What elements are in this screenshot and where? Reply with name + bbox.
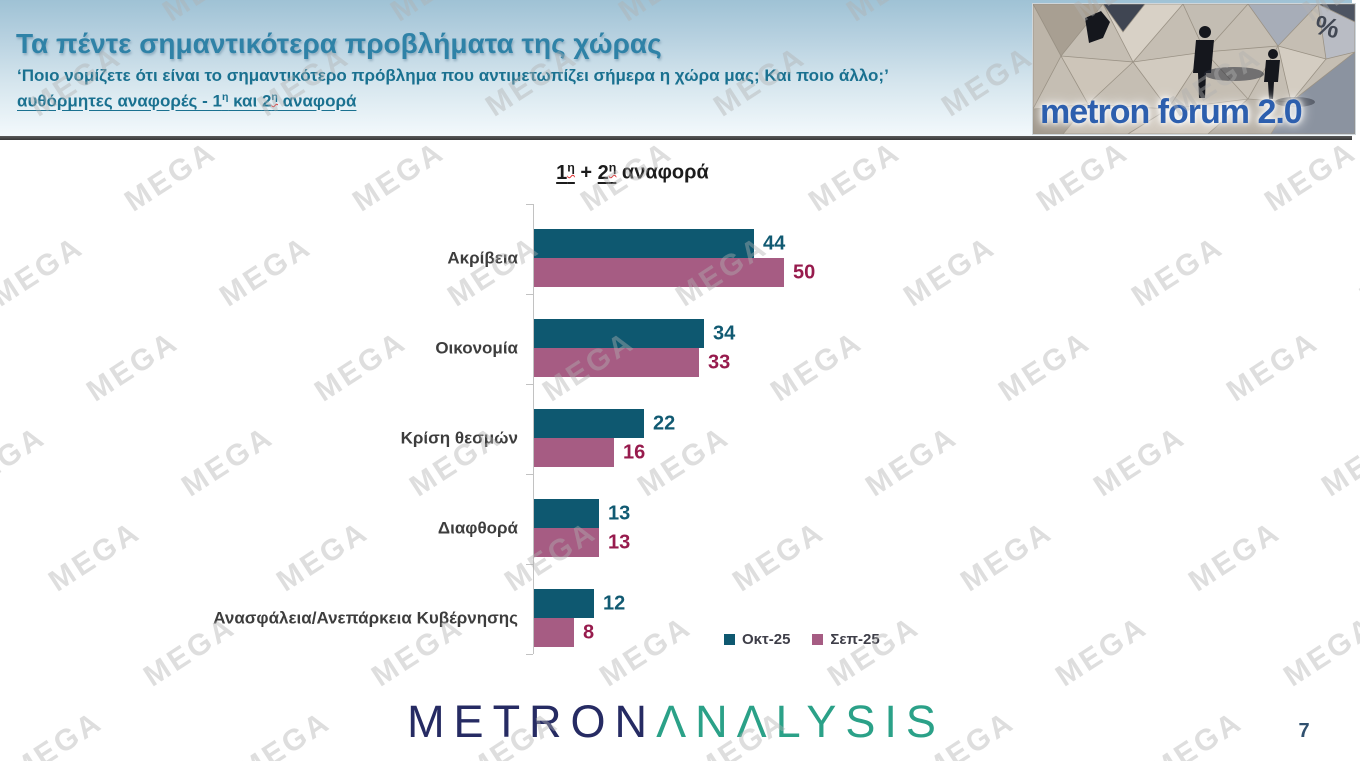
value-label: 13 bbox=[608, 531, 631, 553]
mosaic-graphic bbox=[1033, 4, 1355, 134]
watermark-text: MEGA bbox=[593, 609, 698, 694]
watermark-text: MEGA bbox=[118, 134, 223, 219]
axis-tick bbox=[526, 654, 533, 655]
bar bbox=[534, 528, 599, 557]
watermark-text: MEGA bbox=[1182, 514, 1287, 599]
superscript-spellcheck: η bbox=[608, 160, 617, 174]
legend-label: Οκτ-25 bbox=[742, 631, 791, 648]
watermark-text: MEGA bbox=[859, 419, 964, 504]
value-label: 33 bbox=[708, 351, 731, 373]
people-silhouettes bbox=[1085, 11, 1315, 107]
watermark-text: MEGA bbox=[213, 229, 318, 314]
header: Τα πέντε σημαντικότερα προβλήματα της χώ… bbox=[0, 0, 1356, 136]
watermark-text: MEGA bbox=[1030, 134, 1135, 219]
axis-tick bbox=[526, 204, 533, 205]
watermark-text: MEGA bbox=[1258, 134, 1360, 219]
watermark-text: MEGA bbox=[631, 419, 736, 504]
value-label: 12 bbox=[603, 592, 626, 614]
watermark-text: MEGA bbox=[1220, 324, 1325, 409]
superscript: η bbox=[221, 91, 229, 103]
watermark-text: MEGA bbox=[992, 324, 1097, 409]
forum-logo-text: metron forum 2.0 bbox=[1040, 93, 1303, 131]
bar bbox=[534, 618, 574, 647]
watermark-text: MEGA bbox=[1353, 229, 1360, 314]
watermark-text: MEGA bbox=[42, 514, 147, 599]
watermark-text: MEGA bbox=[1087, 419, 1192, 504]
watermark-text: MEGA bbox=[954, 514, 1059, 599]
category-label: Διαφθορά bbox=[437, 518, 518, 538]
bar bbox=[534, 229, 754, 258]
watermark-text: MEGA bbox=[764, 324, 869, 409]
value-label: 22 bbox=[653, 412, 676, 434]
watermark-text: MEGA bbox=[821, 609, 926, 694]
metron-forum-logo: % metron forum 2.0 bbox=[1032, 3, 1356, 135]
legend-swatch bbox=[812, 634, 824, 645]
bar bbox=[534, 589, 594, 618]
watermark-text: MEGA bbox=[0, 419, 52, 504]
watermark-text: MEGA bbox=[80, 324, 185, 409]
legend-item: Οκτ-25 bbox=[724, 631, 790, 648]
watermark-text: MEGA bbox=[1049, 609, 1154, 694]
superscript-spellcheck: η bbox=[567, 160, 575, 174]
value-label: 13 bbox=[608, 502, 631, 524]
legend-item: Σεπ-25 bbox=[812, 631, 880, 648]
category-label: Ακρίβεια bbox=[447, 248, 518, 268]
header-note: αυθόρμητες αναφορές - 1η και 2η αναφορά bbox=[17, 91, 357, 111]
bar bbox=[534, 499, 599, 528]
watermark-text: MEGA bbox=[726, 514, 831, 599]
bar bbox=[534, 258, 784, 287]
axis-tick bbox=[526, 294, 533, 295]
category-label: Ανασφάλεια/Ανεπάρκεια Κυβέρνησης bbox=[213, 608, 518, 628]
watermark-text: MEGA bbox=[1125, 229, 1230, 314]
page-number: 7 bbox=[1298, 720, 1310, 742]
metron-analysis-logo: METRONΛNΛLYSIS bbox=[407, 696, 945, 747]
bar bbox=[534, 348, 699, 377]
watermark-text: MEGA bbox=[1277, 609, 1360, 694]
legend-swatch bbox=[724, 634, 735, 645]
category-label: Κρίση θεσμών bbox=[400, 428, 518, 448]
value-label: 34 bbox=[713, 322, 736, 344]
legend-label: Σεπ-25 bbox=[830, 631, 880, 648]
bar bbox=[534, 409, 644, 438]
page-title: Τα πέντε σημαντικότερα προβλήματα της χώ… bbox=[16, 28, 662, 59]
value-label: 50 bbox=[793, 261, 816, 283]
category-label: Οικονομία bbox=[435, 338, 518, 358]
header-divider bbox=[0, 136, 1352, 140]
watermark-text: MEGA bbox=[0, 229, 90, 314]
axis-line bbox=[533, 204, 534, 654]
superscript-spellcheck: η bbox=[271, 91, 278, 103]
value-label: 8 bbox=[583, 621, 595, 643]
axis-tick bbox=[526, 564, 533, 565]
chart-title: 1η + 2η αναφορά bbox=[556, 160, 709, 184]
axis-tick bbox=[526, 384, 533, 385]
watermark-text: MEGA bbox=[897, 229, 1002, 314]
chart-legend: Οκτ-25 Σεπ-25 bbox=[724, 631, 880, 648]
axis-tick bbox=[526, 474, 533, 475]
watermark-text: MEGA bbox=[1315, 419, 1360, 504]
bar bbox=[534, 319, 704, 348]
value-label: 16 bbox=[623, 441, 646, 463]
bar bbox=[534, 438, 614, 467]
value-label: 44 bbox=[763, 232, 786, 254]
watermark-text: MEGA bbox=[441, 229, 546, 314]
header-subtitle: ‘Ποιο νομίζετε ότι είναι το σημαντικότερ… bbox=[17, 66, 889, 85]
